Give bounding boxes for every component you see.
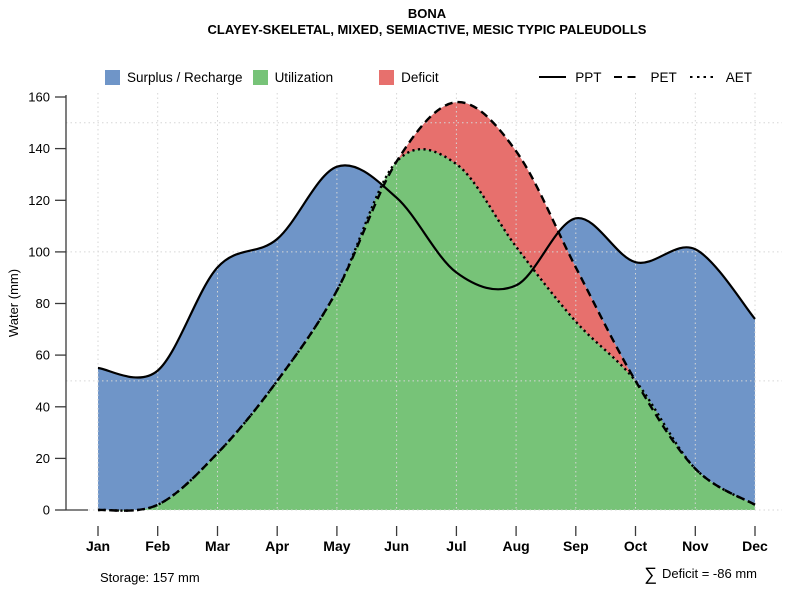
deficit-note-text: Deficit = -86 mm — [662, 566, 757, 581]
legend: Surplus / Recharge Utilization Deficit P… — [98, 64, 756, 90]
x-tick-label: Apr — [265, 538, 290, 554]
x-tick-label: Nov — [682, 538, 709, 554]
curves — [97, 100, 756, 512]
y-axis — [55, 95, 88, 511]
utilization-swatch — [252, 69, 268, 85]
areas — [98, 102, 755, 511]
y-tick-label: 160 — [28, 90, 50, 105]
x-tick-label: Jun — [384, 538, 409, 554]
x-tick-label: Feb — [145, 538, 170, 554]
y-tick-label: 80 — [36, 296, 50, 311]
x-tick-labels: Jan Feb Mar Apr May Jun Jul Aug Sep Oct Nov Dec — [86, 538, 768, 554]
y-tick-label: 140 — [28, 141, 50, 156]
legend-item-utilization: Utilization — [252, 69, 334, 85]
x-tick-label: May — [323, 538, 350, 554]
ppt-line — [97, 164, 756, 379]
y-tick-label: 100 — [28, 244, 50, 259]
y-tick-labels: 0 20 40 60 80 100 120 140 160 — [28, 90, 50, 518]
legend-line-group: PPT PET AET — [539, 70, 756, 85]
y-tick-label: 20 — [36, 451, 50, 466]
x-tick-label: Mar — [205, 538, 230, 554]
x-tick-label: Sep — [563, 538, 589, 554]
aet-line-sample — [689, 75, 717, 79]
legend-item-aet: AET — [689, 69, 752, 85]
y-tick-label: 0 — [43, 503, 50, 518]
chart-header: BONA CLAYEY-SKELETAL, MIXED, SEMIACTIVE,… — [98, 6, 756, 38]
utilization-area — [98, 149, 755, 511]
surplus-swatch — [105, 69, 120, 85]
legend-label: Deficit — [401, 69, 439, 85]
x-ticks — [97, 526, 756, 536]
legend-item-surplus: Surplus / Recharge — [105, 69, 243, 85]
legend-label: PPT — [575, 69, 602, 85]
legend-item-deficit: Deficit — [379, 69, 439, 85]
x-tick-label: Dec — [742, 538, 768, 554]
chart-title: BONA — [407, 6, 447, 21]
x-tick-label: Aug — [502, 538, 529, 554]
chart-subtitle: CLAYEY-SKELETAL, MIXED, SEMIACTIVE, MESI… — [207, 22, 647, 37]
gridlines — [66, 93, 782, 511]
x-tick-label: Oct — [624, 538, 648, 554]
legend-item-pet: PET — [614, 69, 677, 85]
y-tick-label: 40 — [36, 399, 50, 414]
legend-label: AET — [725, 69, 752, 85]
deficit-note: ∑ Deficit = -86 mm — [644, 564, 757, 585]
x-tick-label: Jan — [86, 538, 110, 554]
y-tick-label: 120 — [28, 193, 50, 208]
ppt-line-sample — [539, 75, 567, 79]
x-tick-label: Jul — [446, 538, 466, 554]
legend-label: PET — [650, 69, 677, 85]
pet-line — [97, 100, 756, 512]
y-tick-label: 60 — [36, 348, 50, 363]
legend-label: Utilization — [274, 69, 334, 85]
legend-item-ppt: PPT — [539, 70, 601, 85]
pet-line-sample — [614, 75, 642, 79]
storage-note: Storage: 157 mm — [100, 570, 200, 585]
deficit-swatch — [379, 69, 395, 85]
legend-label: Surplus / Recharge — [127, 69, 243, 85]
legend-fill-group: Surplus / Recharge Utilization Deficit — [105, 69, 439, 85]
y-axis-title: Water (mm) — [6, 269, 21, 337]
sigma-symbol: ∑ — [644, 564, 657, 584]
